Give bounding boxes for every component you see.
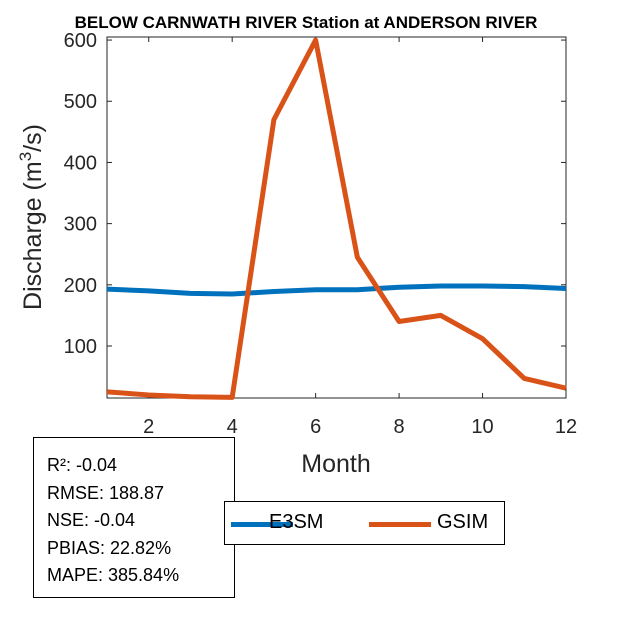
chart-title: BELOW CARNWATH RIVER Station at ANDERSON… bbox=[75, 13, 538, 32]
x-tick-label: 12 bbox=[555, 416, 577, 438]
stats-box: R²: -0.04 RMSE: 188.87 NSE: -0.04 PBIAS:… bbox=[33, 437, 235, 598]
stat-mape: MAPE: 385.84% bbox=[47, 565, 180, 585]
stat-pbias: PBIAS: 22.82% bbox=[47, 537, 172, 558]
stat-r2: R²: -0.04 bbox=[47, 455, 118, 475]
series-line-e3sm bbox=[106, 283, 567, 297]
legend: E3SM GSIM bbox=[224, 501, 505, 545]
plot-area bbox=[106, 36, 567, 399]
series-lines bbox=[106, 37, 567, 400]
legend-swatch-e3sm bbox=[231, 522, 293, 527]
y-tick-label: 400 bbox=[64, 152, 97, 174]
legend-label-e3sm: E3SM bbox=[269, 511, 324, 533]
x-tick-label: 6 bbox=[310, 416, 321, 438]
stat-nse: NSE: -0.04 bbox=[47, 510, 136, 530]
y-tick-label: 200 bbox=[64, 275, 97, 297]
y-tick-label: 300 bbox=[64, 214, 97, 236]
y-axis-label: Discharge (m3/s) bbox=[16, 124, 47, 310]
y-axis-label-main: Discharge (m bbox=[19, 161, 47, 310]
series-line-gsim bbox=[106, 37, 567, 400]
y-axis-label-unit: /s) bbox=[19, 124, 47, 152]
y-tick-label: 100 bbox=[64, 336, 97, 358]
x-tick-label: 10 bbox=[471, 416, 493, 438]
x-tick-label: 2 bbox=[143, 416, 154, 438]
y-tick-label: 600 bbox=[64, 30, 97, 52]
legend-swatch-gsim bbox=[369, 522, 431, 527]
x-tick-label: 4 bbox=[227, 416, 238, 438]
y-axis-label-superscript: 3 bbox=[16, 152, 35, 161]
stat-rmse: RMSE: 188.87 bbox=[47, 482, 165, 503]
x-axis-label: Month bbox=[301, 450, 370, 478]
y-tick-label: 500 bbox=[64, 91, 97, 113]
legend-label-gsim: GSIM bbox=[437, 511, 489, 533]
axis-ticks: 2 4 6 8 10 12 100 200 300 400 500 600 bbox=[64, 30, 578, 438]
x-tick-label: 8 bbox=[394, 416, 405, 438]
